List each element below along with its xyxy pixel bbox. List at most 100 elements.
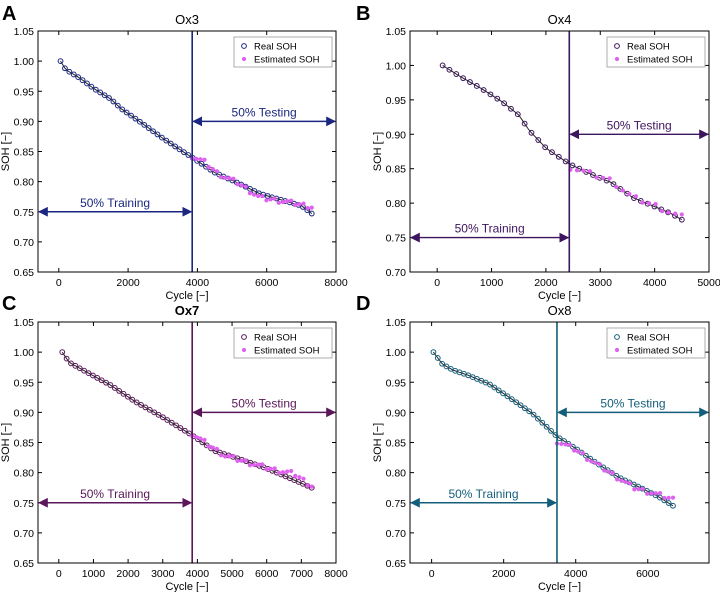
real-soh-point (610, 181, 617, 188)
estimated-soh-point (653, 201, 658, 207)
testing-label: 50% Testing (607, 118, 672, 132)
y-axis-label: SOH [−] (0, 423, 12, 462)
real-soh-point (460, 75, 467, 82)
y-tick-label: 1.00 (14, 56, 35, 68)
real-soh-point (439, 360, 446, 367)
estimated-soh-point (662, 495, 667, 501)
real-soh-point (173, 422, 179, 429)
x-tick-label: 7000 (290, 568, 314, 580)
x-tick-label: 6000 (255, 568, 279, 580)
estimated-soh-point (198, 436, 203, 441)
real-soh-point (535, 415, 541, 422)
estimated-soh-point (606, 469, 611, 474)
real-soh-point (199, 439, 206, 446)
legend-estimated-label: Estimated SOH (254, 55, 320, 66)
real-soh-point (434, 355, 441, 361)
estimated-soh-point (607, 176, 612, 181)
plot-frame (37, 321, 337, 564)
estimated-soh-point (268, 197, 273, 202)
real-soh-point (160, 414, 166, 421)
training-label: 50% Training (80, 196, 150, 210)
estimated-soh-point (305, 206, 310, 211)
real-soh-point (176, 146, 183, 153)
y-axis-label: SOH [−] (372, 423, 384, 462)
real-soh-point (72, 362, 79, 369)
estimated-soh-point (268, 466, 273, 471)
legend-estimated-label: Estimated SOH (254, 346, 320, 357)
x-tick-label: 3000 (589, 277, 613, 289)
real-soh-point (128, 112, 134, 119)
x-tick-label: 6000 (636, 568, 660, 580)
x-tick-label: 2000 (116, 568, 140, 580)
estimated-soh-point (597, 462, 603, 467)
estimated-soh-point (627, 191, 632, 197)
real-soh-point (57, 58, 64, 65)
x-tick-label: 4000 (186, 277, 210, 289)
estimated-soh-point (251, 192, 257, 197)
training-label: 50% Training (455, 222, 525, 236)
estimated-soh-point (576, 449, 581, 454)
y-axis-label: SOH [−] (0, 132, 12, 171)
estimated-soh-point (227, 176, 232, 181)
x-tick-label: 3000 (151, 568, 175, 580)
estimated-soh-point (206, 444, 211, 449)
estimated-soh-point (223, 175, 228, 180)
real-soh-point (487, 381, 493, 388)
real-soh-point (172, 143, 179, 150)
real-soh-point (526, 408, 533, 415)
estimated-soh-point (194, 156, 199, 161)
real-soh-point (453, 71, 460, 77)
estimated-soh-point (280, 199, 285, 205)
estimated-soh-point (214, 169, 220, 174)
testing-label: 50% Testing (232, 105, 297, 119)
real-soh-point (555, 153, 562, 160)
estimated-soh-point (243, 458, 248, 463)
real-soh-point (487, 91, 494, 98)
estimated-soh-point (563, 442, 568, 447)
y-tick-label: 1.00 (386, 347, 407, 359)
estimated-soh-point (293, 202, 298, 208)
real-soh-point (517, 402, 524, 409)
real-soh-point (119, 106, 126, 113)
real-soh-point (68, 360, 74, 367)
estimated-soh-point (593, 460, 598, 465)
y-tick-label: 0.70 (386, 528, 407, 540)
estimated-soh-point (284, 199, 290, 204)
estimated-soh-point (673, 211, 678, 216)
real-soh-point (142, 404, 149, 411)
real-soh-point (132, 115, 139, 122)
estimated-soh-point (670, 495, 676, 500)
x-tick-label: 1000 (480, 277, 504, 289)
estimated-soh-point (297, 202, 302, 207)
real-soh-point (543, 423, 550, 430)
real-soh-point (513, 399, 520, 406)
estimated-soh-point (231, 176, 236, 181)
y-tick-label: 0.90 (14, 407, 35, 419)
real-soh-point (81, 367, 88, 374)
estimated-soh-point (256, 193, 261, 199)
estimated-soh-point (645, 491, 650, 496)
chart-title: Ox7 (175, 303, 200, 318)
real-soh-point (163, 137, 170, 144)
y-tick-label: 0.65 (386, 558, 407, 570)
real-soh-point (84, 80, 90, 87)
estimated-soh-point (620, 188, 625, 193)
real-soh-point (508, 396, 515, 403)
x-tick-label: 4000 (564, 568, 588, 580)
legend-box (606, 327, 706, 359)
real-soh-point (439, 62, 446, 69)
real-soh-point (521, 120, 528, 127)
estimated-soh-point (210, 167, 215, 172)
real-soh-point (138, 402, 144, 408)
real-soh-point (70, 71, 77, 78)
real-soh-point (443, 363, 450, 370)
estimated-soh-point (239, 183, 244, 188)
estimated-soh-point (301, 476, 306, 481)
estimated-soh-point (247, 191, 253, 196)
x-tick-label: 8000 (324, 277, 348, 289)
estimated-soh-point (666, 495, 671, 500)
real-soh-point (133, 399, 140, 406)
panel-ox4: Ox4 0.70 0.75 0.80 0.85 0.90 0.95 1.00 1.05 0 1000… (372, 12, 720, 302)
real-soh-point (136, 118, 143, 125)
estimated-soh-point (235, 182, 240, 187)
